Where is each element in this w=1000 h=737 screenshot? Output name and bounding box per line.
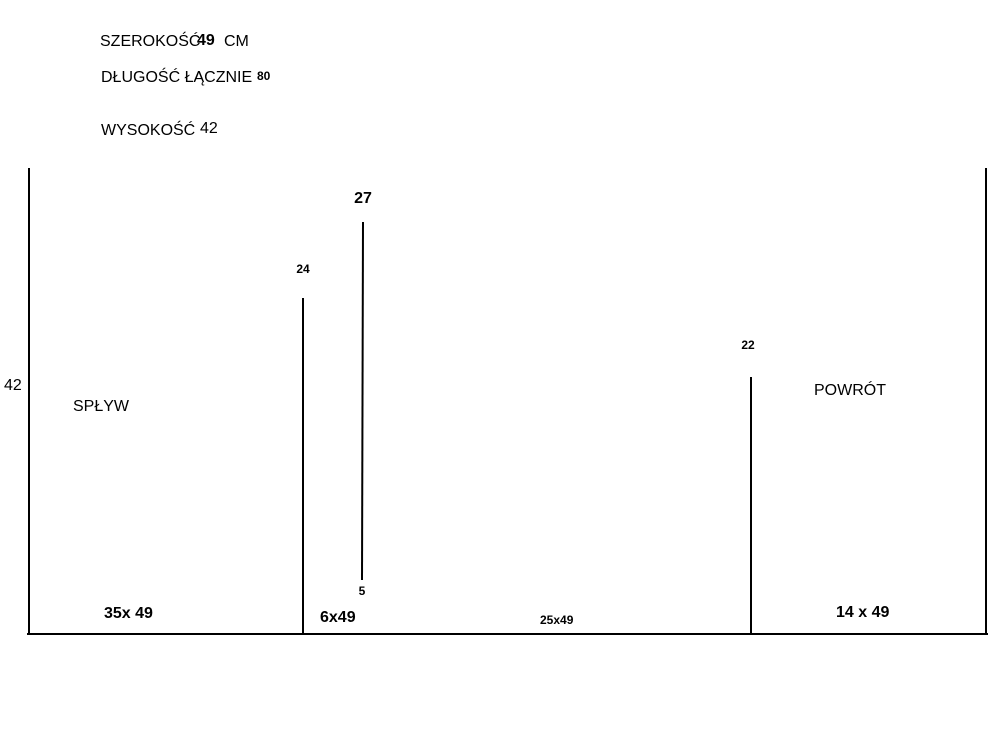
wall-gap: 5 [359, 584, 366, 598]
section-size: 14 x 49 [836, 604, 889, 621]
height-value: 42 [200, 120, 218, 137]
section-label: SPŁYW [73, 398, 130, 415]
section-size: 35x 49 [104, 605, 153, 622]
section-label: POWRÓT [814, 380, 886, 399]
length-label: DŁUGOŚĆ ŁĄCZNIE [101, 67, 252, 86]
left-height: 42 [4, 377, 22, 394]
width-value: 49 [197, 32, 215, 49]
divider [361, 221, 364, 581]
wall-height: 22 [741, 338, 755, 352]
length-value: 80 [257, 69, 271, 83]
width-label: SZEROKOŚĆ [100, 31, 200, 50]
wall-height: 24 [296, 262, 310, 276]
section-size: 6x49 [320, 609, 356, 626]
width-unit: CM [224, 33, 249, 50]
section-size: 25x49 [540, 613, 574, 627]
height-label: WYSOKOŚĆ [101, 120, 195, 139]
wall-height: 27 [354, 190, 372, 207]
